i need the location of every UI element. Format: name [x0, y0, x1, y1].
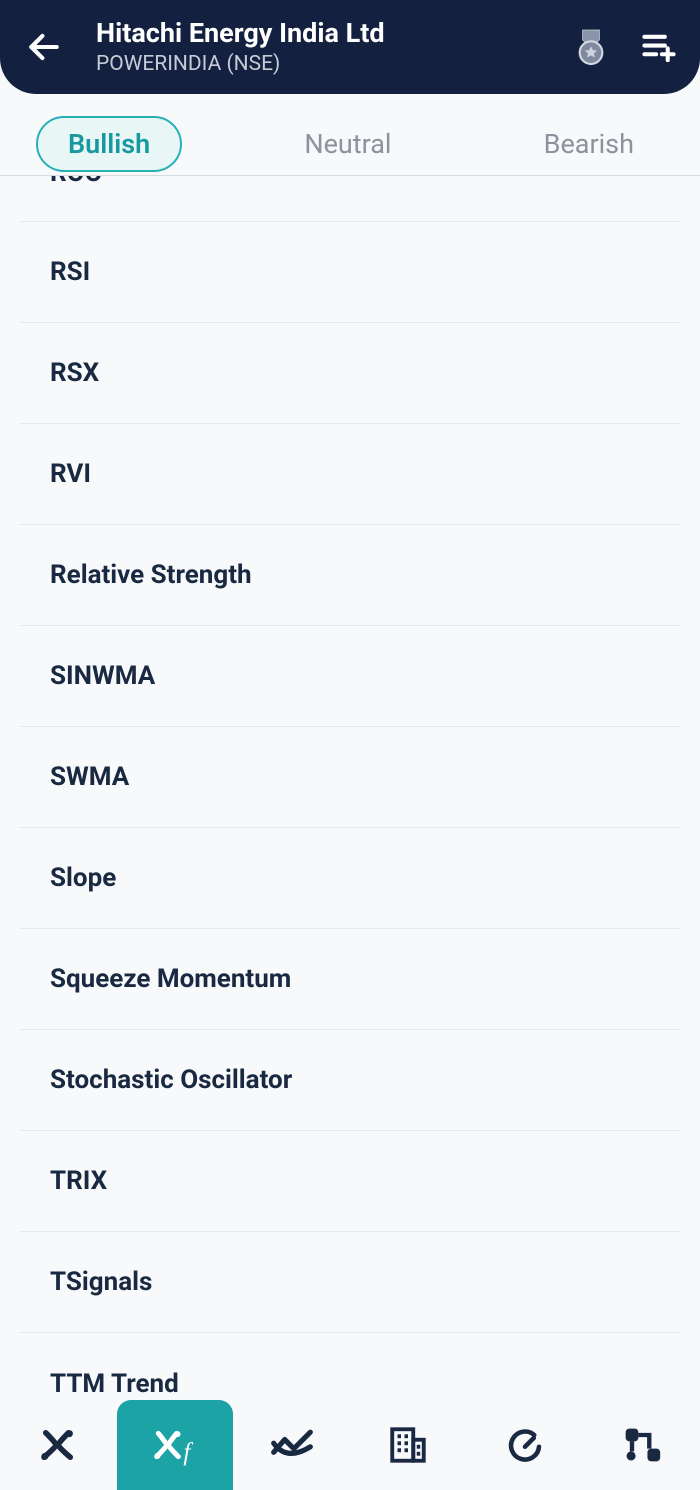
indicator-label: Stochastic Oscillator	[50, 1065, 292, 1095]
arrow-left-icon	[25, 28, 63, 66]
tab-neutral[interactable]: Neutral	[274, 118, 421, 170]
list-item[interactable]: RSX	[20, 323, 680, 424]
list-item[interactable]: Slope	[20, 828, 680, 929]
add-to-list-button[interactable]	[640, 28, 678, 66]
page-title: Hitachi Energy India Ltd	[96, 18, 572, 49]
indicator-label: TTM Trend	[50, 1369, 179, 1399]
list-item[interactable]: Stochastic Oscillator	[20, 1030, 680, 1131]
nav-business[interactable]	[350, 1400, 466, 1490]
speedometer-icon	[504, 1424, 546, 1466]
list-item[interactable]: Squeeze Momentum	[20, 929, 680, 1030]
playlist-add-icon	[641, 31, 677, 63]
nav-tree[interactable]	[584, 1400, 700, 1490]
indicator-label: SINWMA	[50, 661, 155, 691]
list-item[interactable]: Relative Strength	[20, 525, 680, 626]
list-item[interactable]: SWMA	[20, 727, 680, 828]
tree-icon	[620, 1425, 664, 1465]
indicator-label: RSX	[50, 358, 99, 388]
list-item[interactable]: TSignals	[20, 1232, 680, 1333]
indicator-label: SWMA	[50, 762, 129, 792]
indicator-label: Squeeze Momentum	[50, 964, 291, 994]
tab-bullish[interactable]: Bullish	[36, 116, 182, 172]
nav-function[interactable]: f	[117, 1400, 233, 1490]
list-item[interactable]: RVI	[20, 424, 680, 525]
nav-gauge[interactable]	[467, 1400, 583, 1490]
list-item[interactable]: TTM Trend	[20, 1333, 680, 1400]
indicator-label: Slope	[50, 863, 116, 893]
function-icon: f	[150, 1423, 200, 1467]
list-item[interactable]: SINWMA	[20, 626, 680, 727]
indicator-label: RVI	[50, 459, 91, 489]
indicator-label: TRIX	[50, 1166, 107, 1196]
svg-text:f: f	[183, 1439, 193, 1466]
title-block: Hitachi Energy India Ltd POWERINDIA (NSE…	[96, 18, 572, 75]
nav-chart[interactable]	[234, 1400, 350, 1490]
indicator-label: Relative Strength	[50, 560, 252, 590]
page-subtitle: POWERINDIA (NSE)	[96, 52, 572, 76]
indicator-label: RSI	[50, 257, 90, 287]
medal-icon	[574, 28, 608, 66]
list-item[interactable]: ROC	[20, 176, 680, 222]
indicator-label: ROC	[50, 176, 102, 188]
variable-icon	[37, 1424, 79, 1466]
indicator-list[interactable]: ROC RSI RSX RVI Relative Strength SINWMA…	[20, 176, 680, 1400]
tab-bearish[interactable]: Bearish	[514, 118, 664, 170]
sentiment-tabs: Bullish Neutral Bearish	[0, 112, 700, 176]
nav-variable[interactable]	[0, 1400, 116, 1490]
list-item[interactable]: RSI	[20, 222, 680, 323]
multiline-chart-icon	[270, 1427, 314, 1463]
bottom-nav: f	[0, 1400, 700, 1490]
app-header: Hitachi Energy India Ltd POWERINDIA (NSE…	[0, 0, 700, 94]
list-item[interactable]: TRIX	[20, 1131, 680, 1232]
medal-button[interactable]	[572, 28, 610, 66]
building-icon	[387, 1424, 429, 1466]
indicator-label: TSignals	[50, 1267, 152, 1297]
back-button[interactable]	[22, 25, 66, 69]
